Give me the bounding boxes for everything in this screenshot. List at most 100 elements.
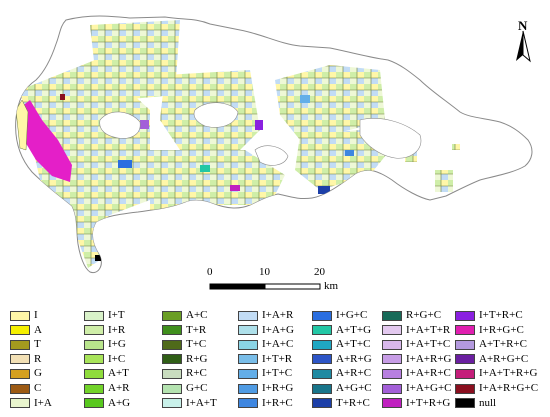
legend-swatch bbox=[312, 325, 332, 336]
legend-swatch bbox=[84, 325, 104, 336]
legend-swatch bbox=[10, 354, 30, 365]
legend-swatch bbox=[312, 310, 332, 321]
legend-label: A+T+C bbox=[336, 338, 371, 351]
legend-swatch bbox=[382, 325, 402, 336]
legend-swatch bbox=[455, 368, 475, 379]
legend-item: I+A+G+C bbox=[382, 382, 452, 395]
legend-swatch bbox=[10, 368, 30, 379]
legend-item: I+R bbox=[84, 324, 125, 337]
legend-label: I+A+R+G bbox=[406, 352, 452, 365]
legend-item: I+A+C bbox=[238, 338, 293, 351]
legend-swatch bbox=[162, 310, 182, 321]
legend-label: I+A+G+C bbox=[406, 382, 452, 394]
legend-swatch bbox=[382, 310, 402, 321]
legend-label: I+A+C bbox=[262, 338, 294, 351]
legend-label: I+G bbox=[108, 338, 126, 351]
legend-item: I+A+R bbox=[238, 309, 293, 322]
legend-label: I+A+T+C bbox=[406, 338, 451, 351]
legend-item: I+R+G+C bbox=[455, 324, 524, 337]
legend-item: A+R+G+C bbox=[455, 353, 528, 366]
legend-label: G+C bbox=[186, 382, 208, 394]
legend-swatch bbox=[455, 310, 475, 321]
legend-item: A+T+C bbox=[312, 338, 370, 351]
legend-item: A+G+C bbox=[312, 382, 372, 395]
legend-label: T+R+C bbox=[336, 396, 370, 409]
legend-swatch bbox=[162, 368, 182, 379]
legend-swatch bbox=[84, 310, 104, 321]
legend-label: I+R+C bbox=[262, 396, 293, 409]
legend-label: I+A+T+R bbox=[406, 323, 451, 336]
legend-swatch bbox=[84, 398, 104, 409]
legend-label: R+C bbox=[186, 367, 207, 380]
legend-item: I bbox=[10, 309, 38, 322]
legend-item: I+A+R+G+C bbox=[455, 382, 538, 395]
legend-swatch bbox=[84, 354, 104, 365]
scale-tick-0: 0 bbox=[207, 266, 213, 278]
legend-label: A+G+C bbox=[336, 382, 372, 394]
legend-label: I+A+T bbox=[186, 396, 217, 409]
legend-label: A bbox=[34, 323, 42, 336]
legend-swatch bbox=[162, 339, 182, 350]
legend-label: R+G+C bbox=[406, 309, 442, 321]
legend-swatch bbox=[10, 398, 30, 409]
legend: I A T R G C I+A I+T I+R I+G I+C A+T A+R A+G A+C T+R T+C R… bbox=[0, 305, 550, 415]
legend-label: T+R bbox=[186, 323, 207, 336]
legend-swatch bbox=[10, 339, 30, 350]
legend-item: G bbox=[10, 367, 42, 380]
legend-swatch bbox=[10, 383, 30, 394]
legend-label: T bbox=[34, 338, 41, 351]
legend-swatch bbox=[84, 383, 104, 394]
legend-label: I+R+G bbox=[262, 382, 294, 394]
legend-item: I+T+C bbox=[238, 367, 292, 380]
legend-swatch bbox=[455, 383, 475, 394]
legend-label: I+A+T+R+G bbox=[479, 367, 538, 380]
legend-swatch bbox=[84, 368, 104, 379]
legend-item: T bbox=[10, 338, 41, 351]
land-use-parcels bbox=[15, 20, 460, 268]
legend-item: R+C bbox=[162, 367, 207, 380]
legend-label: I+R bbox=[108, 323, 126, 336]
legend-item: I+A bbox=[10, 397, 52, 410]
legend-swatch bbox=[238, 354, 258, 365]
legend-label: R bbox=[34, 352, 42, 365]
legend-item: C bbox=[10, 382, 41, 395]
scale-bar bbox=[209, 283, 321, 290]
legend-swatch bbox=[238, 325, 258, 336]
legend-label: I+T+C bbox=[262, 367, 293, 380]
legend-item: I+T bbox=[84, 309, 125, 322]
legend-swatch bbox=[455, 398, 475, 409]
legend-label: A+T+G bbox=[336, 323, 372, 336]
legend-swatch bbox=[382, 339, 402, 350]
legend-label: I+A+R+G+C bbox=[479, 382, 539, 394]
legend-label: A+T bbox=[108, 367, 129, 380]
legend-swatch bbox=[312, 354, 332, 365]
legend-swatch bbox=[312, 339, 332, 350]
scale-tick-10: 10 bbox=[259, 266, 270, 278]
legend-item: R+G+C bbox=[382, 309, 441, 322]
legend-swatch bbox=[312, 383, 332, 394]
legend-label: A+R+C bbox=[336, 367, 372, 380]
legend-swatch bbox=[162, 398, 182, 409]
legend-swatch bbox=[382, 398, 402, 409]
legend-label: I+T+R bbox=[262, 352, 293, 365]
legend-label: A+R+G bbox=[336, 352, 372, 365]
legend-swatch bbox=[382, 354, 402, 365]
land-use-map: N 0 10 20 km bbox=[15, 15, 533, 292]
legend-item: I+G+C bbox=[312, 309, 367, 322]
legend-swatch bbox=[312, 368, 332, 379]
legend-item: A+T+R+C bbox=[455, 338, 527, 351]
legend-item: I+C bbox=[84, 353, 125, 366]
legend-item: R+G bbox=[162, 353, 207, 366]
legend-swatch bbox=[455, 354, 475, 365]
legend-label: I+T+R+G bbox=[406, 396, 451, 409]
legend-item: I+T+R+G bbox=[382, 397, 450, 410]
legend-item: T+R bbox=[162, 324, 206, 337]
legend-item: I+R+G bbox=[238, 382, 293, 395]
legend-item: A+R+G bbox=[312, 353, 372, 366]
legend-swatch bbox=[162, 383, 182, 394]
legend-swatch bbox=[10, 310, 30, 321]
legend-label: R+G bbox=[186, 352, 208, 365]
legend-item: I+T+R bbox=[238, 353, 292, 366]
legend-swatch bbox=[455, 325, 475, 336]
legend-item: I+R+C bbox=[238, 397, 293, 410]
